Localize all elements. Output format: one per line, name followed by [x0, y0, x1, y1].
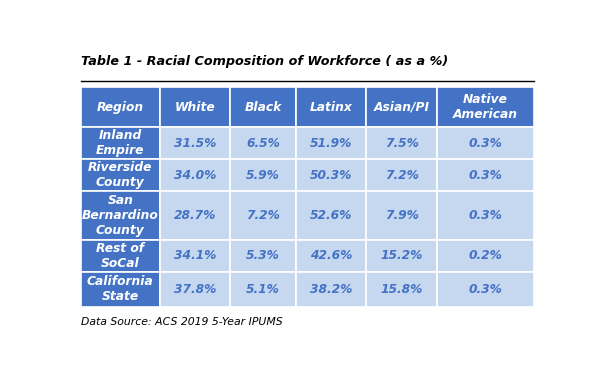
Bar — [367, 191, 437, 240]
Bar — [230, 87, 296, 127]
Text: Inland
Empire: Inland Empire — [96, 129, 145, 157]
Text: 37.8%: 37.8% — [174, 283, 217, 296]
Bar — [296, 87, 367, 127]
Bar — [437, 159, 535, 191]
Bar — [367, 272, 437, 307]
Text: 42.6%: 42.6% — [310, 249, 353, 262]
Text: 0.3%: 0.3% — [469, 169, 503, 182]
Bar — [296, 127, 367, 159]
Text: 6.5%: 6.5% — [247, 137, 280, 150]
Bar — [80, 240, 160, 272]
Text: Region: Region — [97, 101, 144, 114]
Bar — [230, 127, 296, 159]
Bar — [367, 127, 437, 159]
Bar — [437, 191, 535, 240]
Bar — [437, 127, 535, 159]
Text: 7.9%: 7.9% — [385, 209, 419, 222]
Text: 5.3%: 5.3% — [247, 249, 280, 262]
Text: San
Bernardino
County: San Bernardino County — [82, 194, 158, 237]
Bar — [230, 159, 296, 191]
Text: 7.2%: 7.2% — [385, 169, 419, 182]
Text: 0.3%: 0.3% — [469, 209, 503, 222]
Bar — [230, 191, 296, 240]
Text: 38.2%: 38.2% — [310, 283, 353, 296]
Text: 0.3%: 0.3% — [469, 137, 503, 150]
Bar — [367, 240, 437, 272]
Text: 34.0%: 34.0% — [174, 169, 217, 182]
Bar — [296, 159, 367, 191]
Text: 7.5%: 7.5% — [385, 137, 419, 150]
Bar — [296, 191, 367, 240]
Text: California
State: California State — [87, 276, 154, 303]
Text: 0.3%: 0.3% — [469, 283, 503, 296]
Text: 15.8%: 15.8% — [380, 283, 423, 296]
Bar — [437, 272, 535, 307]
Bar — [160, 87, 230, 127]
Text: Native
American: Native American — [453, 93, 518, 121]
Text: Black: Black — [245, 101, 282, 114]
Text: Data Source: ACS 2019 5-Year IPUMS: Data Source: ACS 2019 5-Year IPUMS — [80, 317, 282, 327]
Text: Table 1 - Racial Composition of Workforce ( as a %): Table 1 - Racial Composition of Workforc… — [80, 55, 448, 68]
Bar — [230, 240, 296, 272]
Text: White: White — [175, 101, 215, 114]
Bar — [80, 87, 160, 127]
Bar — [296, 240, 367, 272]
Text: 34.1%: 34.1% — [174, 249, 217, 262]
Text: 50.3%: 50.3% — [310, 169, 353, 182]
Bar — [230, 272, 296, 307]
Text: 28.7%: 28.7% — [174, 209, 217, 222]
Bar — [80, 191, 160, 240]
Bar — [437, 87, 535, 127]
Text: 5.1%: 5.1% — [247, 283, 280, 296]
Bar — [80, 127, 160, 159]
Bar — [160, 127, 230, 159]
Bar — [160, 272, 230, 307]
Text: Latinx: Latinx — [310, 101, 353, 114]
Bar — [296, 272, 367, 307]
Text: 51.9%: 51.9% — [310, 137, 353, 150]
Text: Asian/PI: Asian/PI — [374, 101, 430, 114]
Text: 52.6%: 52.6% — [310, 209, 353, 222]
Bar — [80, 159, 160, 191]
Text: Rest of
SoCal: Rest of SoCal — [96, 242, 145, 270]
Text: 5.9%: 5.9% — [247, 169, 280, 182]
Bar — [80, 272, 160, 307]
Bar — [160, 191, 230, 240]
Text: Riverside
County: Riverside County — [88, 161, 152, 190]
Bar — [367, 87, 437, 127]
Bar — [160, 159, 230, 191]
Text: 7.2%: 7.2% — [247, 209, 280, 222]
Text: 0.2%: 0.2% — [469, 249, 503, 262]
Text: 31.5%: 31.5% — [174, 137, 217, 150]
Bar — [437, 240, 535, 272]
Bar — [160, 240, 230, 272]
Text: 15.2%: 15.2% — [380, 249, 423, 262]
Bar — [367, 159, 437, 191]
